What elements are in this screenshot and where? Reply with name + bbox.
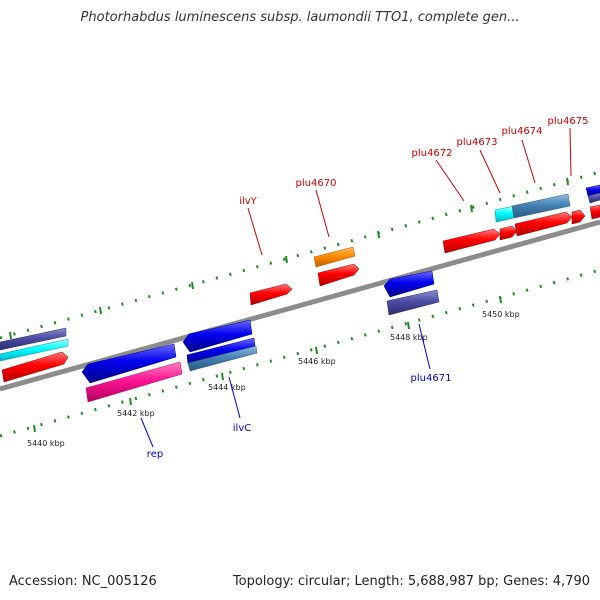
gene-label-plu4672: plu4672 <box>412 148 453 159</box>
major-tick <box>566 177 569 186</box>
label-leader <box>140 417 154 448</box>
gene-label-plu4673: plu4673 <box>457 137 498 148</box>
gene-label-plu4674: plu4674 <box>502 126 543 137</box>
gene-arrow <box>494 205 515 223</box>
major-tick <box>285 255 288 264</box>
label-leader <box>569 127 572 177</box>
major-tick <box>407 321 410 330</box>
gene-label-plu4670: plu4670 <box>296 178 337 189</box>
gene-arrow <box>0 327 67 351</box>
major-tick <box>9 331 12 340</box>
scale-label: 5444 kbp <box>208 383 246 392</box>
scale-label: 5440 kbp <box>27 439 65 448</box>
gene-label-ilvc: ilvC <box>233 423 251 434</box>
lower-tick-track <box>0 268 600 438</box>
label-leader <box>435 159 465 202</box>
gene-label-ilvy: ilvY <box>239 196 257 207</box>
gene-arrow <box>187 345 258 372</box>
gene-arrow <box>499 225 518 241</box>
label-leader <box>418 323 431 370</box>
gene-arrow <box>81 343 177 384</box>
upper-tick-track <box>0 170 600 340</box>
gene-arrow <box>182 319 253 353</box>
gene-arrow <box>85 361 183 403</box>
gene-arrow <box>442 228 501 254</box>
major-tick <box>191 281 194 290</box>
label-leader <box>521 139 536 184</box>
label-leader <box>479 149 501 194</box>
genome-title: Photorhabdus luminescens subsp. laumondi… <box>80 10 520 25</box>
label-leader <box>228 376 241 419</box>
major-tick <box>221 372 224 381</box>
gene-arrow <box>383 270 435 298</box>
gene-arrow <box>386 289 440 316</box>
gene-arrow <box>0 338 69 362</box>
scale-label: 5450 kbp <box>482 310 520 319</box>
gene-arrow <box>1 351 69 383</box>
major-tick <box>33 424 36 433</box>
major-tick <box>499 295 502 304</box>
gene-arrow <box>571 209 586 225</box>
label-leader <box>247 207 263 256</box>
gene-arrow <box>587 192 600 204</box>
major-tick <box>99 306 102 315</box>
gene-arrow <box>514 211 573 237</box>
gene-arrow <box>249 283 293 306</box>
accession-text: Accession: NC_005126 <box>9 574 157 589</box>
gene-label-plu4671: plu4671 <box>411 373 452 384</box>
scale-label: 5446 kbp <box>298 357 336 366</box>
gene-label-plu4675: plu4675 <box>548 116 589 127</box>
major-tick <box>470 204 473 213</box>
gene-arrow <box>589 204 600 220</box>
gene-arrow <box>313 246 356 268</box>
scale-label: 5442 kbp <box>117 409 155 418</box>
scale-label: 5448 kbp <box>390 333 428 342</box>
gene-arrow <box>585 184 600 197</box>
gene-arrow <box>511 193 571 219</box>
gene-arrow <box>317 263 360 287</box>
major-tick <box>129 397 132 406</box>
gene-label-rep: rep <box>147 449 163 460</box>
label-leader <box>315 189 330 238</box>
genome-summary-text: Topology: circular; Length: 5,688,987 bp… <box>232 574 590 589</box>
major-tick <box>315 346 318 355</box>
major-tick <box>377 230 380 239</box>
